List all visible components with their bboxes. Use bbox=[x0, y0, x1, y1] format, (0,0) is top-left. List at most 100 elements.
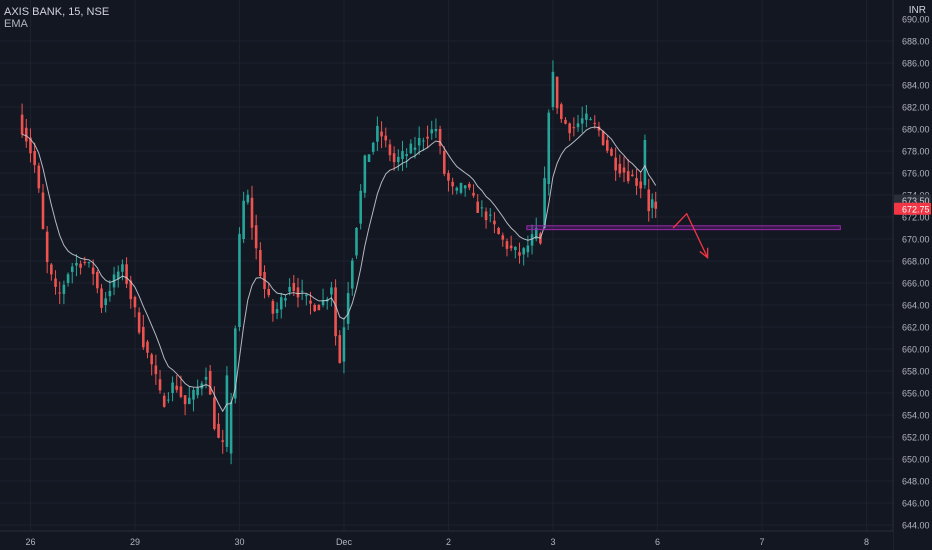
candle-body bbox=[162, 395, 166, 407]
candle-body bbox=[338, 335, 342, 363]
candle-body bbox=[622, 167, 626, 173]
candle-body bbox=[54, 278, 57, 287]
candle-body bbox=[505, 241, 509, 249]
candle-body bbox=[422, 140, 425, 142]
candle-body bbox=[593, 123, 597, 125]
symbol-title[interactable]: AXIS BANK, 15, NSE bbox=[4, 6, 110, 18]
candle-body bbox=[242, 200, 245, 239]
candle-body bbox=[75, 262, 78, 266]
candle-body bbox=[309, 300, 312, 304]
candle-body bbox=[70, 266, 74, 272]
price-tick-label: 688.00 bbox=[902, 37, 930, 47]
time-tick-label: 7 bbox=[759, 537, 764, 547]
candle-body bbox=[568, 123, 571, 134]
candle-body bbox=[509, 245, 513, 249]
candle-body bbox=[576, 123, 580, 128]
candle-body bbox=[409, 143, 413, 154]
candle-body bbox=[259, 250, 262, 276]
candle-body bbox=[555, 76, 559, 109]
projection-arrow[interactable] bbox=[672, 212, 709, 258]
candle-body bbox=[351, 260, 354, 289]
price-tag-box bbox=[894, 202, 931, 215]
currency-label: INR bbox=[908, 5, 926, 16]
candle-body bbox=[560, 104, 563, 120]
candle-body bbox=[271, 301, 275, 314]
candle-body bbox=[601, 131, 605, 145]
candle-body bbox=[572, 127, 576, 129]
candle-body bbox=[455, 187, 459, 191]
candle-body bbox=[543, 178, 546, 228]
candle-body bbox=[392, 153, 396, 163]
candle-body bbox=[83, 261, 87, 264]
support-zone-rectangle[interactable] bbox=[526, 225, 841, 231]
price-tick-label: 652.00 bbox=[902, 433, 930, 443]
candle-body bbox=[300, 290, 304, 292]
price-tick-label: 670.00 bbox=[902, 235, 930, 245]
candle-body bbox=[204, 376, 208, 380]
price-tick-label: 660.00 bbox=[902, 345, 930, 355]
candles bbox=[20, 60, 658, 465]
candle-body bbox=[133, 296, 137, 308]
candle-body bbox=[20, 114, 24, 135]
candle-body bbox=[50, 264, 53, 275]
time-tick-label: 3 bbox=[550, 537, 555, 547]
candle-body bbox=[534, 228, 538, 239]
time-tick-label: 6 bbox=[655, 537, 660, 547]
candle-body bbox=[330, 287, 333, 295]
candle-body bbox=[647, 189, 651, 212]
candle-body bbox=[225, 375, 229, 447]
candle-body bbox=[334, 287, 337, 337]
candle-body bbox=[635, 178, 638, 186]
time-tick-label: 26 bbox=[25, 537, 35, 547]
candle-body bbox=[526, 245, 530, 253]
price-tick-label: 666.00 bbox=[902, 279, 930, 289]
candle-body bbox=[179, 386, 183, 397]
candle-body bbox=[497, 228, 500, 235]
candle-body bbox=[142, 327, 145, 348]
candle-body bbox=[91, 267, 95, 275]
candle-body bbox=[45, 231, 49, 263]
candle-body bbox=[426, 136, 429, 139]
ema-polyline bbox=[21, 126, 657, 413]
price-axis[interactable]: 644.00 646.00 648.00 650.00 652.00 654.00 656.… bbox=[892, 0, 932, 550]
candle-body bbox=[104, 298, 107, 305]
candle-body bbox=[192, 389, 195, 400]
price-tag-label: 673.50 bbox=[902, 196, 930, 206]
candle-body bbox=[305, 294, 308, 297]
candle-body bbox=[317, 305, 321, 311]
candle-body bbox=[33, 151, 36, 166]
candle-body bbox=[79, 263, 82, 268]
candle-body bbox=[631, 174, 634, 177]
candle-body bbox=[313, 305, 316, 312]
candle-body bbox=[480, 207, 484, 209]
candle-body bbox=[288, 286, 291, 292]
candle-body bbox=[380, 131, 383, 137]
candle-body bbox=[597, 126, 601, 131]
price-tick-label: 648.00 bbox=[902, 477, 930, 487]
ema-line bbox=[21, 126, 657, 413]
candle-body bbox=[384, 135, 388, 141]
candle-body bbox=[154, 365, 158, 375]
candle-body bbox=[37, 165, 41, 189]
candle-body bbox=[501, 235, 505, 240]
candle-body bbox=[518, 252, 521, 256]
projection-arrow-head[interactable] bbox=[699, 247, 709, 260]
candle-body bbox=[493, 220, 496, 225]
candle-body bbox=[254, 225, 258, 249]
candle-body bbox=[371, 142, 375, 152]
price-tick-label: 672.00 bbox=[902, 213, 930, 223]
ema-legend[interactable]: EMA bbox=[4, 18, 28, 30]
candle-body bbox=[292, 283, 296, 291]
price-tick-label-top: 690.00 bbox=[902, 15, 930, 25]
candle-body bbox=[116, 271, 120, 280]
time-axis[interactable]: 26 29 30 Dec 2 3 6 7 8 bbox=[0, 530, 893, 550]
price-tick-label: 654.00 bbox=[902, 411, 930, 421]
candle-body bbox=[388, 144, 392, 156]
candle-body bbox=[296, 287, 300, 298]
candle-body bbox=[137, 312, 141, 333]
candle-body bbox=[434, 129, 438, 132]
annotations[interactable] bbox=[526, 212, 841, 260]
candle-body bbox=[233, 328, 237, 399]
candle-body bbox=[463, 185, 467, 189]
